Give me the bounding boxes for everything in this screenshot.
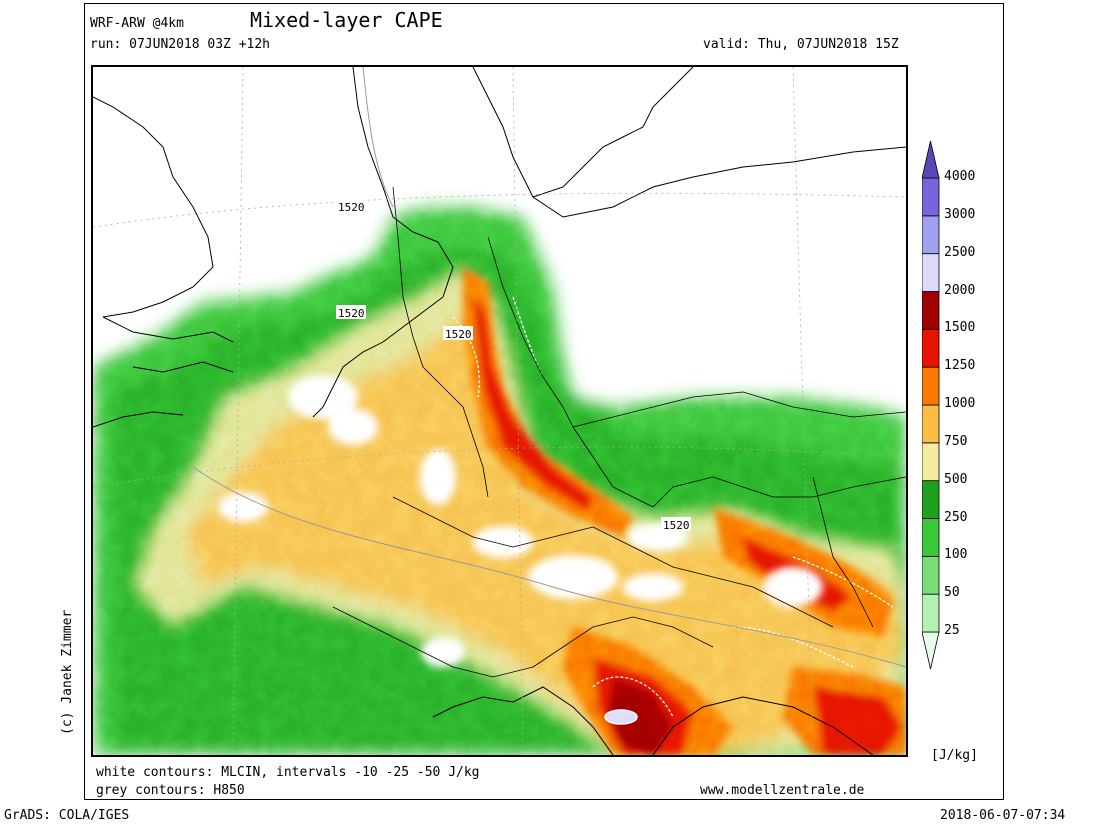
contour-label: 1520 xyxy=(663,519,690,532)
contour-label: 1520 xyxy=(338,201,365,214)
colorbar-segment xyxy=(922,292,939,330)
h850-legend: grey contours: H850 xyxy=(96,783,245,798)
colorbar-segment xyxy=(922,367,939,405)
colorbar-graphic xyxy=(922,140,940,670)
contour-label: 1520 xyxy=(338,307,365,320)
colorbar-unit: [J/kg] xyxy=(931,748,978,763)
colorbar-segment xyxy=(922,481,939,519)
colorbar-level-label: 1500 xyxy=(944,320,975,335)
colorbar-level-label: 100 xyxy=(944,547,967,562)
timestamp-label: 2018-06-07-07:34 xyxy=(940,808,1065,823)
colorbar-level-label: 25 xyxy=(944,623,960,638)
model-label: WRF-ARW @4km xyxy=(90,16,184,31)
colorbar-level-label: 1250 xyxy=(944,358,975,373)
cape-map: 1520 1520 1520 1520 xyxy=(91,65,908,757)
colorbar-high-triangle xyxy=(922,141,939,178)
contour-label: 1520 xyxy=(445,328,472,341)
page-title: Mixed-layer CAPE xyxy=(250,8,443,32)
grads-label: GrADS: COLA/IGES xyxy=(4,808,129,823)
colorbar xyxy=(922,140,940,670)
colorbar-segment xyxy=(922,178,939,216)
colorbar-segment xyxy=(922,254,939,292)
colorbar-level-label: 4000 xyxy=(944,169,975,184)
colorbar-segment xyxy=(922,405,939,443)
colorbar-level-label: 50 xyxy=(944,585,960,600)
colorbar-segment xyxy=(922,594,939,632)
run-label: run: 07JUN2018 03Z +12h xyxy=(90,37,270,52)
mlcin-legend: white contours: MLCIN, intervals -10 -25… xyxy=(96,765,480,780)
website-label: www.modellzentrale.de xyxy=(700,783,864,798)
valid-label: valid: Thu, 07JUN2018 15Z xyxy=(703,37,899,52)
colorbar-segment xyxy=(922,329,939,367)
colorbar-level-label: 250 xyxy=(944,510,967,525)
colorbar-level-label: 3000 xyxy=(944,207,975,222)
colorbar-segment xyxy=(922,519,939,557)
colorbar-level-label: 1000 xyxy=(944,396,975,411)
colorbar-level-label: 2500 xyxy=(944,245,975,260)
colorbar-level-label: 500 xyxy=(944,472,967,487)
colorbar-level-label: 2000 xyxy=(944,283,975,298)
colorbar-segment xyxy=(922,443,939,481)
colorbar-segment xyxy=(922,556,939,594)
colorbar-level-label: 750 xyxy=(944,434,967,449)
colorbar-low-triangle xyxy=(922,632,939,669)
colorbar-segment xyxy=(922,216,939,254)
author-credit: (c) Janek Zimmer xyxy=(60,610,75,735)
